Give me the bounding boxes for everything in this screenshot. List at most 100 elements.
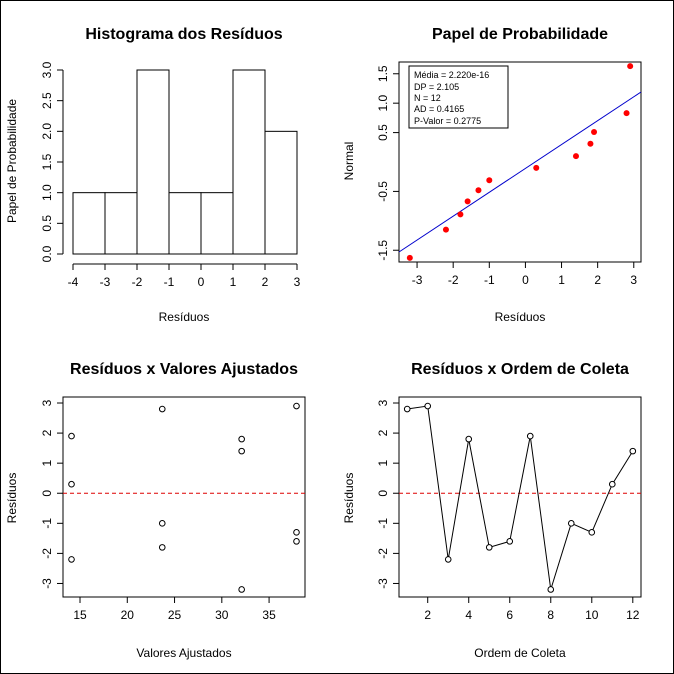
histogram-y-label: Papel de Probabilidade: [5, 99, 19, 223]
residuals-vs-order-y-tick-label: -2: [376, 548, 390, 559]
data-point: [158, 520, 166, 527]
data-point: [533, 164, 540, 171]
probability-plot-x-tick-label: -3: [412, 273, 423, 287]
residuals-vs-fitted-title: Resíduos x Valores Ajustados: [70, 361, 298, 378]
probability-plot-y-tick-label: 0.5: [376, 124, 390, 141]
data-point: [442, 226, 449, 233]
residuals-vs-fitted-x-tick-label: 15: [73, 608, 87, 622]
histogram-bar: [264, 130, 298, 255]
probability-plot-y-label: Normal: [342, 142, 356, 181]
data-point: [486, 177, 493, 184]
histogram-y-tick-label: 1.0: [40, 184, 54, 201]
data-point: [68, 556, 75, 563]
data-point: [608, 480, 616, 488]
residuals-vs-fitted-x-label: Valores Ajustados: [136, 646, 231, 660]
residuals-vs-fitted-y-label: Resíduos: [5, 473, 19, 524]
stats-box-frame: [408, 65, 509, 129]
histogram-panel: Histograma dos Resíduos -4 -3 -2 -1 0 1 2 3 0.0…: [5, 26, 301, 324]
stats-sd: DP = 2.105: [414, 82, 459, 92]
data-point: [627, 63, 634, 70]
data-point: [238, 447, 245, 455]
residuals-vs-order-x-tick-label: 4: [465, 608, 472, 622]
data-point: [424, 402, 432, 410]
stats-mean: Média = 2.220e-16: [414, 70, 489, 80]
residuals-vs-fitted-x-tick-label: 25: [168, 608, 182, 622]
histogram-x-tick-label: 1: [230, 275, 237, 289]
residuals-vs-order-title: Resíduos x Ordem de Coleta: [411, 361, 629, 378]
residuals-vs-fitted-y-tick-label: 1: [40, 460, 54, 467]
residuals-vs-fitted-x-tick-label: 20: [121, 608, 135, 622]
stats-ad: AD = 0.4165: [414, 104, 464, 114]
residuals-vs-fitted-y-tick-label: -2: [40, 548, 54, 559]
data-point: [293, 538, 300, 545]
data-point: [567, 520, 575, 527]
residuals-vs-fitted-box: [62, 396, 306, 598]
histogram-x-tick-label: 3: [294, 275, 301, 289]
fit-line: [398, 91, 642, 253]
data-point: [587, 140, 594, 147]
residuals-vs-order-x-tick-label: 10: [585, 608, 599, 622]
probability-plot-x-tick-label: -2: [448, 273, 459, 287]
histogram-bar: [72, 192, 106, 255]
stats-n: N = 12: [414, 93, 441, 103]
residual-series-line: [407, 405, 634, 590]
data-point: [475, 187, 482, 194]
data-point: [465, 435, 473, 443]
residuals-vs-order-x-tick-label: 6: [506, 608, 513, 622]
data-point: [293, 529, 300, 536]
data-point: [403, 405, 411, 413]
data-point: [238, 435, 245, 443]
histogram-x-tick-label: 0: [198, 275, 205, 289]
data-point: [238, 586, 245, 593]
histogram-title: Histograma dos Resíduos: [85, 26, 282, 43]
residuals-vs-fitted-y-tick-label: -1: [40, 518, 54, 529]
probability-plot-box: [398, 61, 642, 263]
residuals-vs-fitted-y-tick-label: -3: [40, 578, 54, 589]
histogram-y-tick-label: 3.0: [40, 61, 54, 78]
histogram-x-tick-label: -2: [132, 275, 143, 289]
data-point: [572, 153, 579, 160]
residuals-vs-order-panel: Resíduos x Ordem de Coleta 2 4 6 8 10 12 -3-2…: [342, 361, 642, 660]
probability-plot-y-tick-label: -0.5: [376, 181, 390, 202]
data-point: [591, 129, 598, 135]
probability-plot-x-tick-label: 2: [594, 273, 601, 287]
histogram-bar: [232, 69, 266, 255]
residuals-vs-order-y-tick-label: -3: [376, 578, 390, 589]
probability-plot-y-tick-label: 1.0: [376, 95, 390, 112]
histogram-bar: [200, 192, 234, 255]
probability-plot-x-tick-label: 3: [630, 273, 637, 287]
stats-box: Média = 2.220e-16 DP = 2.105 N = 12 AD =…: [408, 65, 509, 129]
residuals-vs-order-y-label: Resíduos: [342, 473, 356, 524]
residuals-vs-order-x-tick-label: 8: [547, 608, 554, 622]
probability-plot-y-tick-label: 1.5: [376, 65, 390, 82]
residuals-vs-order-y-tick-label: 1: [376, 460, 390, 467]
probability-plot-x-label: Resíduos: [495, 310, 546, 324]
data-point: [158, 544, 166, 551]
data-point: [623, 110, 630, 117]
data-point: [406, 254, 413, 261]
residuals-vs-order-y-tick-label: 3: [376, 399, 390, 406]
residuals-vs-order-y-tick-label: 2: [376, 429, 390, 436]
residuals-vs-order-y-tick-label: 0: [376, 490, 390, 497]
residuals-vs-fitted-x-tick-label: 30: [215, 608, 229, 622]
stats-p-value: P-Valor = 0.2775: [414, 116, 481, 126]
histogram-bar: [104, 192, 138, 255]
data-point: [457, 211, 464, 218]
data-point: [547, 586, 555, 593]
histogram-x-tick-label: -1: [164, 275, 175, 289]
histogram-y-tick-label: 2.5: [40, 92, 54, 109]
histogram-x-label: Resíduos: [159, 310, 210, 324]
residuals-vs-order-y-tick-label: -1: [376, 518, 390, 529]
residuals-vs-order-box: [398, 396, 642, 598]
histogram-x-tick-label: -3: [100, 275, 111, 289]
residuals-vs-order-x-tick-label: 12: [626, 608, 640, 622]
data-point: [629, 447, 637, 455]
histogram-y-tick-label: 2.0: [40, 123, 54, 140]
histogram-x-tick-label: 2: [262, 275, 269, 289]
probability-plot-x-tick-label: 1: [558, 273, 565, 287]
histogram-x-tick-label: -4: [68, 275, 79, 289]
data-point: [293, 402, 300, 410]
data-point: [588, 529, 596, 536]
probability-plot-panel: Papel de Probabilidade -3 -2 -1 0 1 2 3 -1.5 -0…: [342, 26, 642, 324]
